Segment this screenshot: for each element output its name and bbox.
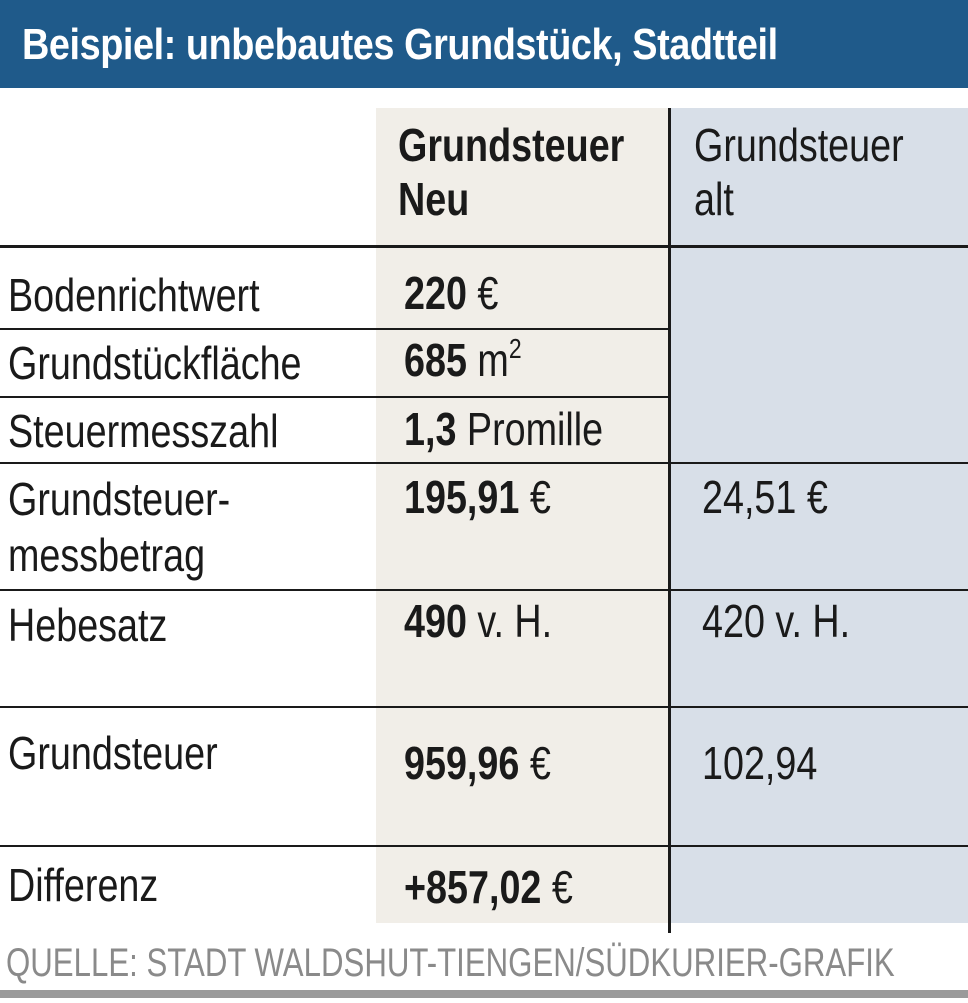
row-divider <box>0 845 968 847</box>
column-neu-background <box>376 108 669 923</box>
row-value-neu-hebesatz: 490 v. H. <box>404 595 553 647</box>
column-alt-background <box>671 108 968 923</box>
row-value-alt-grundsteuermessbetrag: 24,51 € <box>702 471 828 523</box>
title-bar <box>0 0 968 88</box>
row-label-grundsteuer: Grundsteuer <box>8 727 218 779</box>
row-value-alt-grundsteuer: 102,94 <box>702 737 818 789</box>
row-label-differenz: Differenz <box>8 859 159 911</box>
bottom-rule <box>0 990 968 998</box>
row-label-steuermesszahl: Steuermesszahl <box>8 405 279 457</box>
header-alt-line2: alt <box>694 173 734 225</box>
row-value-neu-steuermesszahl: 1,3 Promille <box>404 403 604 455</box>
header-neu-line2: Neu <box>398 173 470 225</box>
header-divider <box>0 245 968 248</box>
row-label-hebesatz: Hebesatz <box>8 599 168 651</box>
row-label-grundsteuermessbetrag-line1: Grundsteuer- <box>8 473 231 525</box>
row-divider <box>0 589 968 591</box>
table-title: Beispiel: unbebautes Grundstück, Stadtte… <box>22 20 778 69</box>
row-value-neu-grundsteuer: 959,96 € <box>404 737 551 789</box>
row-value-alt-hebesatz: 420 v. H. <box>702 595 851 647</box>
row-value-neu-bodenrichtwert: 220 € <box>404 267 499 319</box>
column-divider <box>668 108 671 933</box>
header-alt-line1: Grundsteuer <box>694 119 904 171</box>
row-label-bodenrichtwert: Bodenrichtwert <box>8 269 260 321</box>
row-divider <box>0 462 968 464</box>
row-divider <box>0 396 670 398</box>
row-value-neu-grundsteuermessbetrag: 195,91 € <box>404 471 551 523</box>
row-value-neu-grundstueckflaeche: 685 m2 <box>404 333 522 386</box>
header-neu-line1: Grundsteuer <box>398 119 625 171</box>
row-label-grundsteuermessbetrag-line2: messbetrag <box>8 529 206 581</box>
row-label-grundstueckflaeche: Grundstückfläche <box>8 337 302 389</box>
row-divider <box>0 328 670 330</box>
row-divider <box>0 706 968 708</box>
row-value-neu-differenz: +857,02 € <box>404 861 573 913</box>
source-credit: QUELLE: STADT WALDSHUT-TIENGEN/SÜDKURIER… <box>6 941 895 985</box>
